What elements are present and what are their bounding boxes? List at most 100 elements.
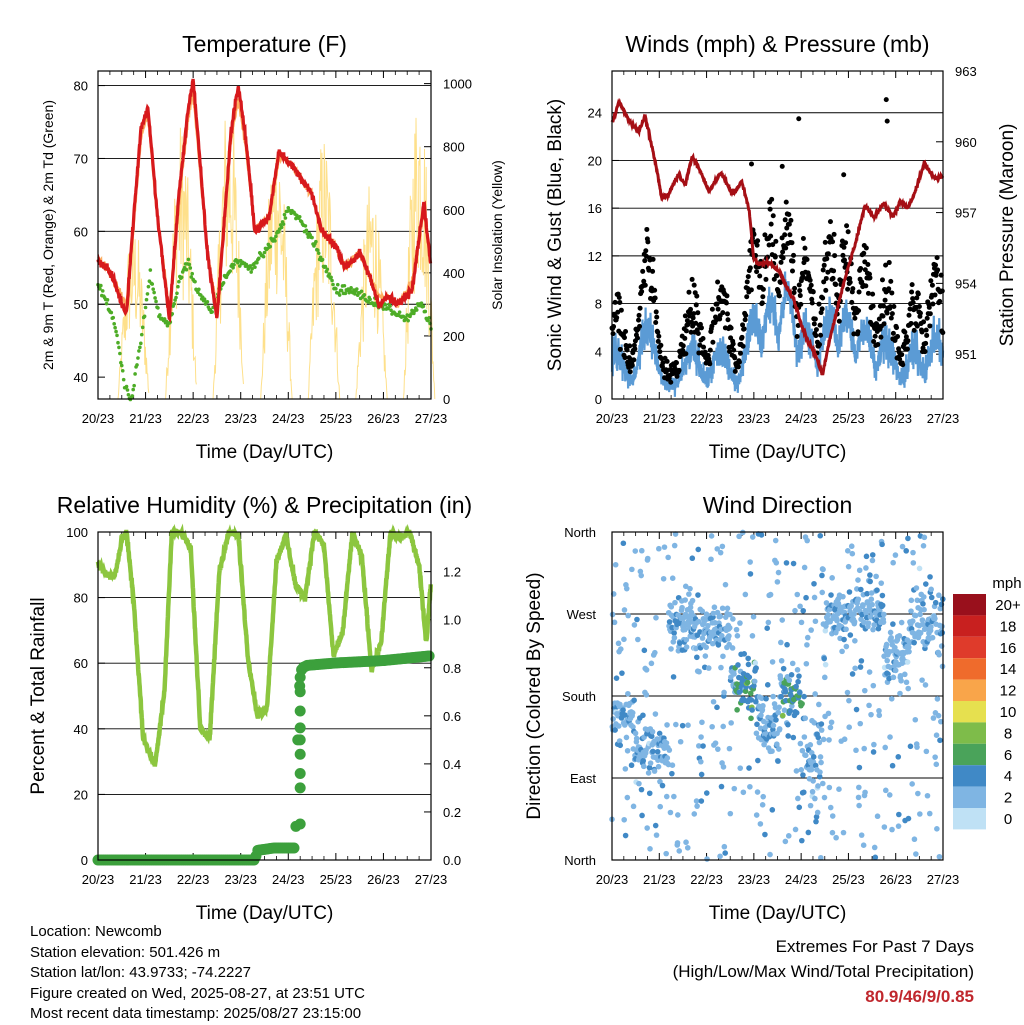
dewpoint-point xyxy=(175,291,179,296)
gust-point xyxy=(694,293,700,299)
direction-point xyxy=(863,553,870,560)
y2-tick-label: 0.6 xyxy=(443,709,461,724)
gust-point xyxy=(683,328,689,334)
dewpoint-point xyxy=(316,251,321,256)
x-tick-label: 21/23 xyxy=(129,872,162,887)
dewpoint-point xyxy=(331,282,335,287)
x-tick-label: 26/23 xyxy=(879,872,912,887)
direction-point xyxy=(875,625,882,632)
direction-point xyxy=(803,660,810,667)
gust-point xyxy=(871,339,877,345)
dewpoint-point xyxy=(314,239,318,244)
direction-point xyxy=(860,842,867,849)
direction-point xyxy=(625,612,631,619)
x-tick-label: 22/23 xyxy=(177,872,210,887)
dewpoint-point xyxy=(114,329,118,334)
dewpoint-point xyxy=(176,284,180,289)
direction-point xyxy=(742,591,749,598)
gust-point xyxy=(671,370,677,376)
direction-point xyxy=(799,700,805,707)
direction-point xyxy=(922,682,929,688)
plot-border xyxy=(611,70,944,400)
elevation-text: Station elevation: 501.426 m xyxy=(30,943,221,961)
direction-point xyxy=(845,563,852,570)
direction-point xyxy=(862,789,868,796)
direction-point xyxy=(859,611,865,618)
direction-point xyxy=(905,644,912,651)
gust-point xyxy=(914,323,920,329)
gust-point xyxy=(693,320,699,326)
direction-point xyxy=(757,821,764,827)
gust-point xyxy=(831,268,837,274)
direction-point xyxy=(731,671,737,677)
gust-point xyxy=(769,196,775,202)
gust-point xyxy=(642,258,648,264)
direction-point xyxy=(617,646,624,652)
direction-point xyxy=(826,737,832,743)
direction-point xyxy=(695,546,702,553)
direction-point xyxy=(721,689,727,696)
gust-point xyxy=(653,319,659,325)
dewpoint-point xyxy=(143,305,148,310)
direction-point xyxy=(659,782,666,789)
direction-point xyxy=(872,610,879,616)
direction-point xyxy=(731,785,738,792)
y-tick-label: 4 xyxy=(595,344,602,359)
gust-point xyxy=(660,360,666,366)
direction-point xyxy=(880,619,887,625)
gust-point xyxy=(617,346,623,352)
dewpoint-point xyxy=(281,222,286,226)
direction-point xyxy=(909,781,915,787)
precip-point xyxy=(423,650,435,662)
gust-point xyxy=(923,327,929,333)
direction-point xyxy=(812,691,818,697)
direction-point xyxy=(890,559,896,566)
direction-point xyxy=(812,795,818,802)
legend-swatch xyxy=(953,594,986,616)
dewpoint-point xyxy=(276,230,281,234)
direction-point xyxy=(694,803,700,809)
direction-point xyxy=(887,629,894,636)
y2-tick-label: 963 xyxy=(955,64,977,79)
direction-point xyxy=(896,633,903,639)
direction-point xyxy=(634,616,640,623)
direction-point xyxy=(785,721,791,728)
y2-tick-label: 400 xyxy=(443,266,465,281)
y-tick-label: 60 xyxy=(74,224,88,239)
direction-point xyxy=(928,586,934,593)
direction-point xyxy=(856,784,862,791)
dewpoint-point xyxy=(303,224,308,228)
gust-point xyxy=(747,265,753,271)
extremes-subtitle: (High/Low/Max Wind/Total Precipitation) xyxy=(672,962,974,981)
direction-point xyxy=(741,651,748,657)
direction-point xyxy=(904,659,911,665)
gust-point xyxy=(894,325,900,331)
direction-point xyxy=(670,674,677,680)
direction-point xyxy=(621,816,627,823)
dewpoint-point xyxy=(193,279,197,284)
direction-point xyxy=(740,789,747,796)
direction-point xyxy=(789,660,796,667)
direction-point xyxy=(793,709,800,716)
x-tick-label: 24/23 xyxy=(272,411,305,426)
gust-point xyxy=(889,311,895,317)
dewpoint-point xyxy=(256,256,261,261)
y-tick-label: 16 xyxy=(588,201,602,216)
gust-point xyxy=(740,322,746,328)
gust-point xyxy=(645,239,651,245)
direction-point xyxy=(758,736,765,743)
dewpoint-point xyxy=(353,292,357,296)
direction-point xyxy=(727,611,733,618)
panel-temperature: Temperature (F) Time (Day/UTC) 20/23 21/23 2… xyxy=(40,31,505,463)
gust-point xyxy=(934,255,940,261)
gust-point xyxy=(878,334,884,340)
legend-title: mph xyxy=(992,575,1021,592)
y-tick-label: 100 xyxy=(66,525,88,540)
direction-point xyxy=(797,689,803,696)
direction-point xyxy=(769,748,775,754)
chart-title: Relative Humidity (%) & Precipitation (i… xyxy=(57,492,472,518)
y-axis-label: Percent & Total Rainfall xyxy=(28,597,49,794)
gust-point xyxy=(762,232,768,238)
precip-point xyxy=(294,705,306,717)
direction-point xyxy=(835,600,842,607)
